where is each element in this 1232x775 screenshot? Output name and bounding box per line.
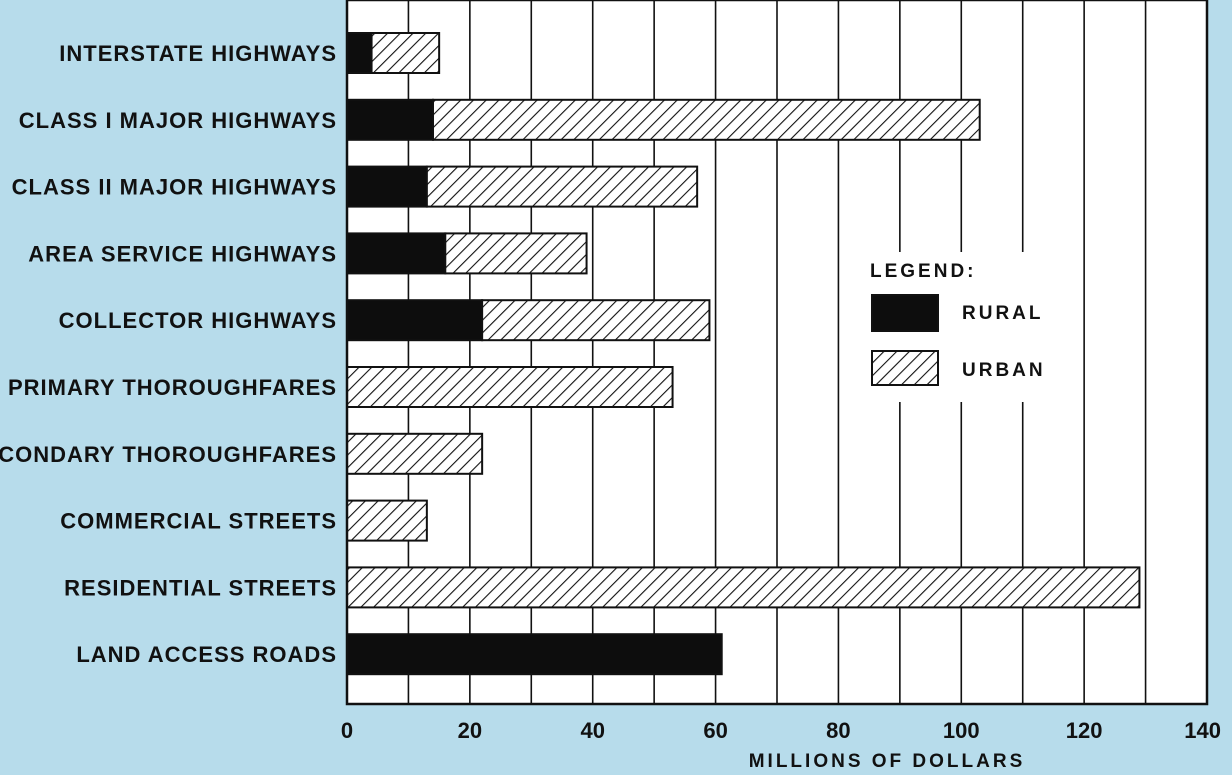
bar-rural-1: [346, 32, 373, 74]
bar-urban-6: [346, 366, 674, 408]
legend: LEGEND: RURAL URBAN: [858, 252, 1058, 402]
category-labels: INTERSTATE HIGHWAYS CLASS I MAJOR HIGHWAY…: [0, 41, 337, 667]
x-tick-label: 120: [1066, 718, 1103, 743]
legend-label-urban: URBAN: [962, 360, 1046, 381]
bar-rural-4: [346, 232, 447, 275]
x-tick-label: 140: [1184, 718, 1221, 743]
x-tick-label: 100: [943, 718, 980, 743]
category-label: COMMERCIAL STREETS: [60, 509, 337, 534]
bar-rural-5: [346, 299, 484, 342]
bar-urban-3: [425, 165, 699, 208]
category-label: AREA SERVICE HIGHWAYS: [28, 241, 337, 266]
category-label: COLLECTOR HIGHWAYS: [59, 308, 337, 333]
bar-urban-7: [346, 432, 484, 475]
legend-swatch-rural: [871, 294, 939, 332]
bar-urban-4: [444, 232, 588, 275]
plot-frame: [345, 0, 1209, 706]
bar-urban-1: [370, 32, 441, 74]
x-tick-label: 80: [826, 718, 850, 743]
x-tick-label: 40: [580, 718, 604, 743]
category-label: PRIMARY THOROUGHFARES: [8, 375, 337, 400]
x-tick-labels: 0 20 40 60 80 100 120 140: [341, 718, 1221, 743]
bars: [346, 32, 1141, 676]
category-label: CLASS II MAJOR HIGHWAYS: [12, 175, 337, 200]
category-label: LAND ACCESS ROADS: [76, 642, 337, 667]
x-tick-label: 20: [458, 718, 482, 743]
category-label: CLASS I MAJOR HIGHWAYS: [19, 108, 337, 133]
bar-urban-8: [346, 499, 428, 542]
x-tick-label: 60: [703, 718, 727, 743]
bar-rural-2: [346, 98, 434, 141]
bar-urban-5: [481, 299, 711, 342]
bar-rural-10: [346, 633, 723, 676]
legend-title: LEGEND:: [870, 261, 977, 282]
bar-urban-2: [432, 98, 981, 141]
legend-label-rural: RURAL: [962, 303, 1044, 324]
x-tick-label: 0: [341, 718, 353, 743]
x-axis-title: MILLIONS OF DOLLARS: [749, 751, 1026, 772]
category-label: RESIDENTIAL STREETS: [64, 575, 337, 600]
bar-rural-3: [346, 165, 428, 208]
legend-swatch-urban: [871, 350, 939, 386]
category-label: INTERSTATE HIGHWAYS: [59, 41, 337, 66]
bar-urban-9: [346, 566, 1141, 609]
category-label: SECONDARY THOROUGHFARES: [0, 442, 337, 467]
